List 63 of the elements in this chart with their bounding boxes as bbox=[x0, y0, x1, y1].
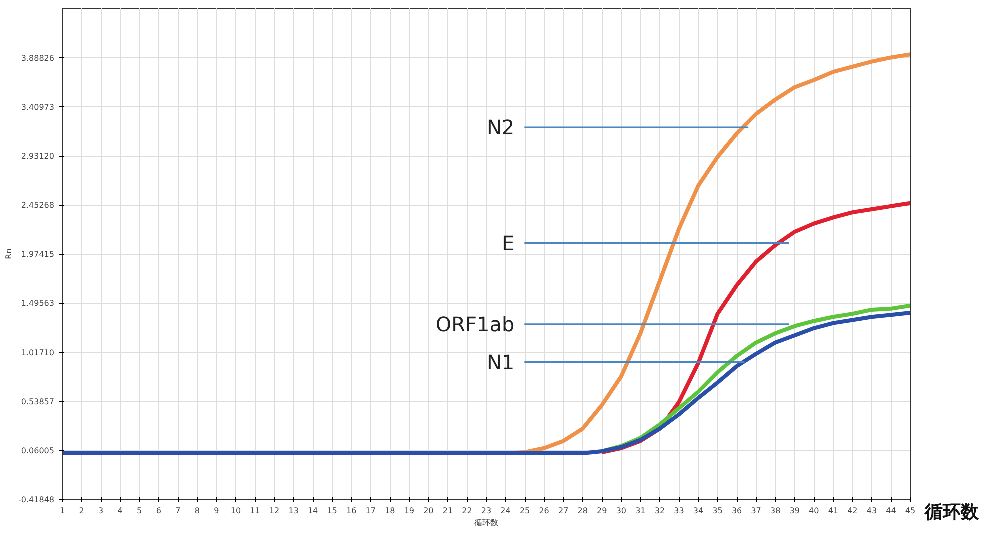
x-tick-label: 26 bbox=[539, 506, 550, 516]
x-tick-label: 7 bbox=[176, 506, 181, 516]
x-tick-label: 29 bbox=[597, 506, 608, 516]
y-axis-title: Rn bbox=[4, 248, 14, 260]
x-tick-label: 40 bbox=[809, 506, 820, 516]
x-tick-label: 42 bbox=[848, 506, 858, 516]
x-tick-label: 35 bbox=[712, 506, 723, 516]
x-tick-label: 3 bbox=[98, 506, 104, 516]
x-tick-label: 37 bbox=[751, 506, 762, 516]
y-tick-label: 3.88826 bbox=[21, 54, 55, 63]
annotation: ORF1ab bbox=[436, 312, 515, 336]
x-tick-label: 1 bbox=[60, 506, 66, 516]
x-tick-label: 19 bbox=[404, 506, 415, 516]
x-tick-label: 30 bbox=[616, 506, 627, 516]
x-tick-label: 8 bbox=[194, 506, 200, 516]
y-tick-label: -0.41848 bbox=[18, 496, 54, 504]
annotation: E bbox=[502, 231, 515, 256]
annotation: N1 bbox=[486, 350, 515, 374]
x-tick-label: 43 bbox=[866, 506, 878, 516]
x-tick-label: 32 bbox=[654, 506, 666, 516]
y-tick-label: 1.49563 bbox=[21, 299, 55, 308]
x-tick-label: 22 bbox=[462, 506, 472, 516]
y-tick-label: 3.40973 bbox=[21, 102, 55, 112]
x-tick-label: 12 bbox=[269, 506, 280, 516]
x-tick-label: 6 bbox=[156, 506, 162, 516]
x-tick-label: 33 bbox=[674, 506, 684, 516]
x-tick-label: 45 bbox=[905, 506, 916, 516]
y-tick-label: 2.45268 bbox=[21, 201, 55, 210]
y-tick-label: 0.06005 bbox=[21, 446, 55, 456]
x-tick-label: 18 bbox=[385, 506, 396, 516]
y-tick-label: 1.97415 bbox=[21, 250, 55, 260]
x-tick-label: 25 bbox=[520, 506, 530, 516]
x-tick-label: 23 bbox=[481, 506, 492, 516]
line-series bbox=[62, 311, 910, 456]
x-tick-label: 36 bbox=[732, 506, 742, 516]
annotation: N2 bbox=[486, 115, 515, 140]
x-tick-label: 17 bbox=[366, 506, 376, 516]
x-tick-label: 38 bbox=[770, 506, 781, 516]
x-tick-label: 20 bbox=[424, 506, 434, 516]
x-tick-label: 44 bbox=[886, 506, 896, 516]
x-tick-label: 21 bbox=[442, 506, 454, 516]
y-tick-label: 1.01710 bbox=[21, 348, 55, 358]
x-tick-label: 24 bbox=[500, 506, 511, 516]
y-tick-label: 2.93120 bbox=[21, 152, 55, 162]
x-tick-label: 15 bbox=[327, 506, 338, 516]
x-tick-label: 2 bbox=[79, 506, 84, 516]
x-tick-label: 5 bbox=[137, 506, 142, 516]
x-tick-label: 16 bbox=[346, 506, 357, 516]
x-tick-label: 10 bbox=[230, 506, 242, 516]
x-tick-label: 13 bbox=[288, 506, 299, 516]
x-tick-label: 41 bbox=[828, 506, 839, 516]
x-axis-title: 循环数 bbox=[474, 518, 498, 528]
x-tick-label: 27 bbox=[558, 506, 569, 516]
x-tick-label: 14 bbox=[308, 506, 318, 516]
x-tick-label: 34 bbox=[693, 506, 704, 516]
x-tick-label: 9 bbox=[214, 506, 220, 516]
text: 循环数 bbox=[925, 501, 979, 525]
x-tick-label: 39 bbox=[790, 506, 800, 516]
x-tick-label: 31 bbox=[636, 506, 646, 516]
x-tick-label: 11 bbox=[250, 506, 260, 516]
x-tick-label: 28 bbox=[578, 506, 588, 516]
x-tick-label: 4 bbox=[118, 506, 123, 516]
y-tick-label: 0.53857 bbox=[21, 397, 55, 406]
